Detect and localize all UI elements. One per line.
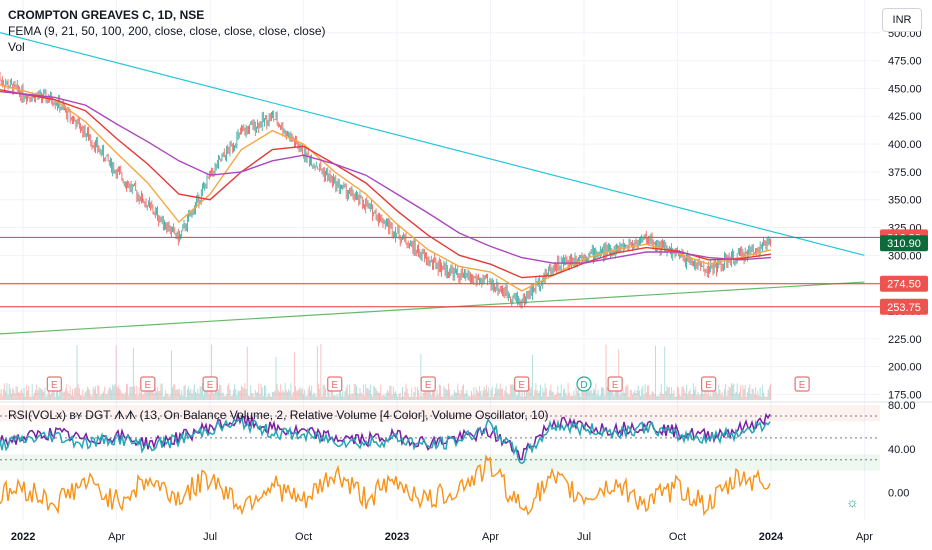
event-marker-shape <box>420 376 436 392</box>
ema-line <box>0 84 772 292</box>
price-tick-label: 475.00 <box>888 56 922 68</box>
price-label-text: 274.50 <box>887 279 921 291</box>
event-markers: EEDEEEEDEEE <box>46 376 810 392</box>
price-tick-label: 350.00 <box>888 195 922 207</box>
price-tick-label: 225.00 <box>888 334 922 346</box>
time-tick-label: 2024 <box>759 531 784 543</box>
event-marker: E <box>140 376 156 392</box>
price-tick-label: 400.00 <box>888 139 922 151</box>
trendlines <box>0 32 865 335</box>
event-marker: E <box>327 376 343 392</box>
event-marker-label: E <box>144 380 151 391</box>
event-marker-shape <box>202 376 218 392</box>
horizontal-levels <box>0 236 880 308</box>
gear-icon[interactable]: ☼ <box>846 494 859 510</box>
event-marker-shape <box>140 376 156 392</box>
event-marker-shape <box>701 376 717 392</box>
overbought-zone <box>0 405 880 422</box>
oversold-zone <box>0 454 880 471</box>
event-marker: E <box>420 376 436 392</box>
currency-button[interactable]: INR <box>882 8 922 32</box>
indicator-line <box>0 416 771 465</box>
candlesticks <box>0 71 771 309</box>
chart-title: CROMPTON GREAVES C, 1D, NSE <box>8 8 205 22</box>
event-marker: E <box>202 376 218 392</box>
event-marker: D <box>576 376 592 392</box>
event-marker-label: E <box>207 380 214 391</box>
event-marker: E <box>794 376 810 392</box>
event-marker-label: E <box>518 380 525 391</box>
event-marker-label: D <box>580 380 587 391</box>
indicator-tick-label: 0.00 <box>888 488 909 500</box>
event-marker-shape <box>327 376 343 392</box>
indicator-tick-label: 80.00 <box>888 400 916 412</box>
volume-legend[interactable]: Vol <box>8 40 25 54</box>
price-label-bg <box>880 275 928 292</box>
time-tick-label: Oct <box>669 531 686 543</box>
event-marker-shape <box>607 376 623 392</box>
event-marker-label: E <box>612 380 619 391</box>
price-axis: 500.00475.00450.00425.00400.00375.00350.… <box>888 28 922 500</box>
time-tick-label: Oct <box>295 531 312 543</box>
fema-legend[interactable]: FEMA (9, 21, 50, 100, 200, close, close,… <box>8 24 326 38</box>
event-marker-label: E <box>425 380 432 391</box>
price-label-bg <box>880 235 928 252</box>
time-tick-label: 2022 <box>11 531 35 543</box>
price-tick-label: 450.00 <box>888 83 922 95</box>
downtrend-line <box>0 32 865 256</box>
ema-line <box>0 90 771 264</box>
ema-line <box>0 89 772 279</box>
price-label: 274.50 <box>880 275 928 292</box>
time-tick-label: Apr <box>108 531 125 543</box>
time-tick-label: Apr <box>482 531 499 543</box>
price-label-bg <box>880 298 928 315</box>
event-marker-label: E <box>799 380 806 391</box>
indicator-pane <box>0 405 880 517</box>
event-marker-label: E <box>705 380 712 391</box>
price-label-text: 310.90 <box>887 238 921 250</box>
event-marker: E <box>607 376 623 392</box>
event-marker: E <box>701 376 717 392</box>
time-tick-label: Jul <box>577 531 591 543</box>
price-label-text: 253.75 <box>887 302 921 314</box>
time-tick-label: Jul <box>203 531 217 543</box>
price-tick-label: 300.00 <box>888 250 922 262</box>
volume-bars <box>0 343 771 400</box>
event-marker-shape <box>576 376 592 392</box>
event-marker-label: E <box>331 380 338 391</box>
time-axis: 2022 Apr Jul Oct 2023 Apr Jul Oct 2024 Apr <box>11 531 873 543</box>
uptrend-line <box>0 281 865 335</box>
price-label: 253.75 <box>880 298 928 315</box>
event-marker: E <box>514 376 530 392</box>
event-marker: E <box>46 376 62 392</box>
grid <box>0 0 932 520</box>
price-tick-label: 375.00 <box>888 167 922 179</box>
event-marker-shape <box>46 376 62 392</box>
moving-averages <box>0 84 772 292</box>
price-tick-label: 175.00 <box>888 389 922 401</box>
time-tick-label: 2023 <box>385 531 409 543</box>
indicator-line <box>0 454 771 517</box>
price-tick-label: 200.00 <box>888 362 922 374</box>
event-marker-label: E <box>51 380 58 391</box>
price-tick-label: 425.00 <box>888 111 922 123</box>
event-marker-shape <box>794 376 810 392</box>
time-tick-label: Apr <box>856 531 873 543</box>
event-marker-shape <box>514 376 530 392</box>
indicator-legend[interactable]: RSI(VOLx) ʙʏ DGT ᗑᗑ (13, On Balance Volu… <box>8 408 549 422</box>
price-label: 310.90 <box>880 235 928 252</box>
indicator-tick-label: 40.00 <box>888 444 916 456</box>
